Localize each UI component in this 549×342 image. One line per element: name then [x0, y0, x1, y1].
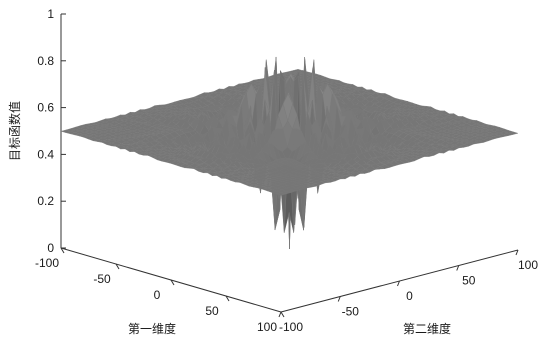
y-tick-mark — [397, 280, 400, 287]
y-tick-label: 50 — [462, 274, 476, 288]
z-tick-label: 0.8 — [37, 54, 54, 68]
surface-cell — [275, 192, 287, 196]
x-tick-label: -50 — [93, 272, 111, 286]
y-tick-mark — [278, 311, 282, 318]
y-axis-title: 第二维度 — [403, 321, 451, 336]
x-tick-mark — [280, 311, 285, 318]
x-tick-mark — [60, 247, 65, 254]
y-tick-label: 100 — [518, 258, 538, 272]
z-tick-label: 1 — [47, 7, 54, 21]
z-tick-label: 0.6 — [37, 101, 54, 115]
x-tick-label: 50 — [205, 304, 219, 318]
y-tick-mark — [337, 296, 341, 302]
x-tick-label: -100 — [35, 256, 59, 270]
surface-plot — [60, 56, 519, 250]
y-tick-mark — [456, 265, 460, 271]
x-tick-mark — [115, 263, 120, 270]
z-axis-title: 目标函数值 — [7, 101, 22, 161]
x-axis-ticks: -100 -50 0 50 100 — [35, 247, 285, 334]
y-tick-label: 0 — [406, 289, 413, 303]
y-axis-ticks: -100 -50 0 50 100 — [278, 249, 538, 334]
y-tick-label: -100 — [279, 320, 303, 334]
z-axis-ticks: 0 0.2 0.4 0.6 0.8 1 — [37, 7, 66, 255]
z-tick-label: 0.2 — [37, 194, 54, 208]
y-tick-label: -50 — [342, 305, 360, 319]
x-tick-mark — [170, 279, 175, 286]
z-tick-label: 0 — [47, 241, 54, 255]
y-tick-mark — [515, 249, 519, 256]
x-axis-title: 第一维度 — [128, 321, 176, 336]
x-tick-mark — [225, 295, 230, 302]
z-tick-label: 0.4 — [37, 147, 54, 161]
x-tick-label: 0 — [154, 288, 161, 302]
x-tick-label: 100 — [257, 320, 277, 334]
